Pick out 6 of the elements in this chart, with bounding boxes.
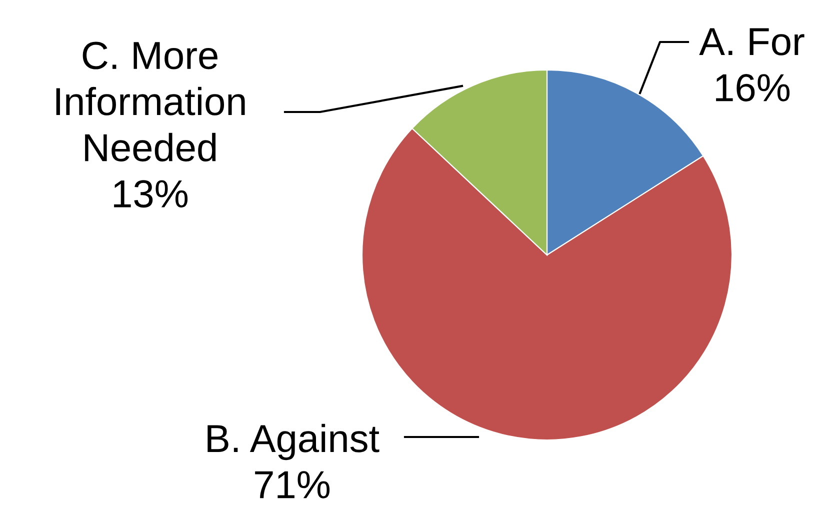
data-label: 13% — [114, 180, 188, 208]
data-label: 71% — [255, 471, 330, 498]
slice-label: B. Against — [208, 424, 380, 460]
data-label: 16% — [716, 74, 790, 102]
slice-label: A. For — [699, 28, 804, 56]
slice-label: C. More Information Needed — [56, 42, 245, 162]
